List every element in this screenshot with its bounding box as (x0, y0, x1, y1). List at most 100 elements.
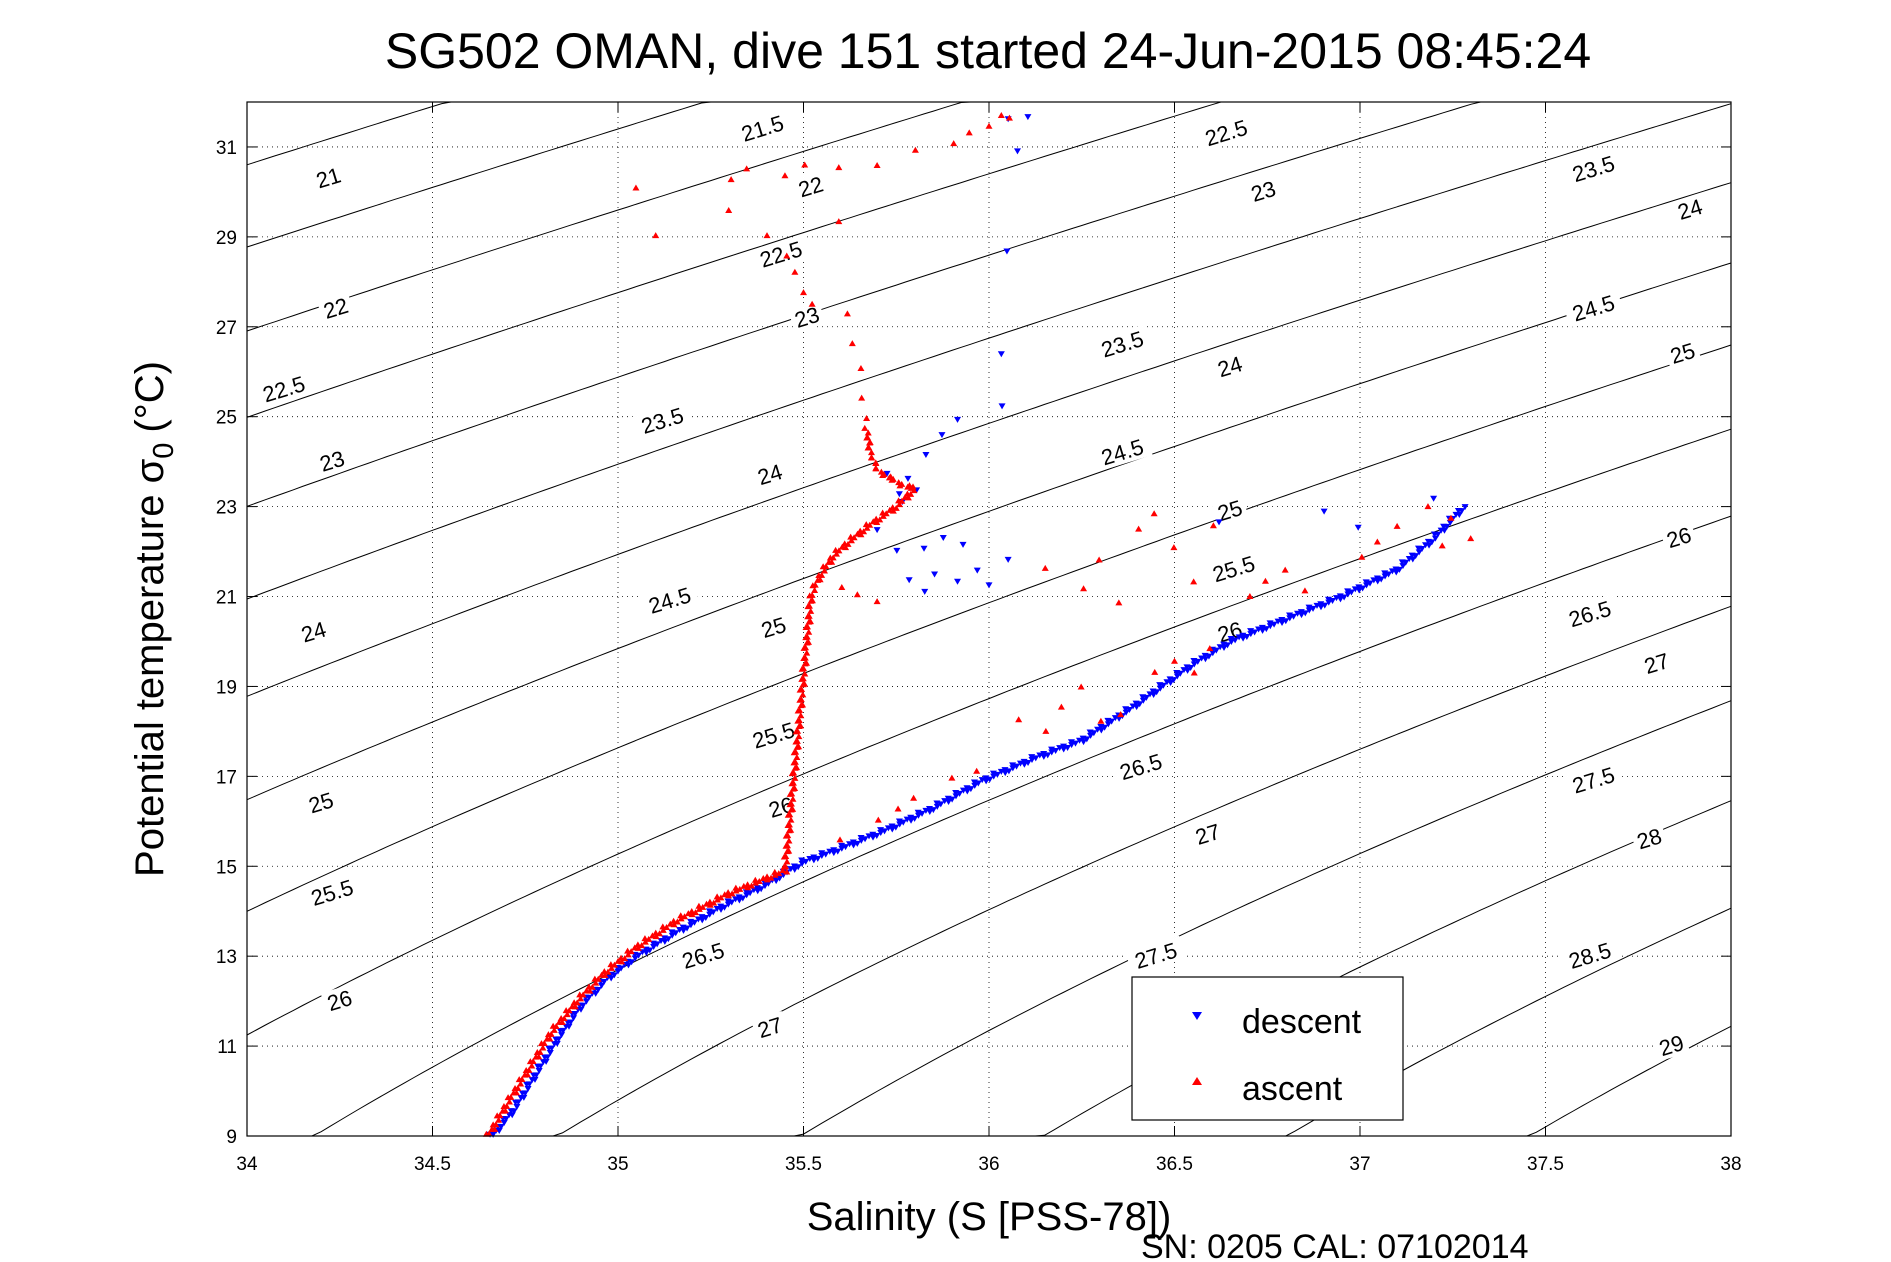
ascent-point (1095, 556, 1103, 563)
descent-point (1431, 535, 1439, 542)
ascent-point (848, 340, 856, 347)
ascent-point (1190, 669, 1198, 676)
descent-point (959, 541, 967, 548)
ascent-point (835, 547, 843, 554)
ascent-point (573, 999, 581, 1006)
ascent-point (805, 612, 813, 619)
descent-point (690, 919, 698, 926)
ascent-point (793, 764, 801, 771)
ascent-point (1209, 522, 1217, 529)
ascent-point (558, 1019, 566, 1026)
descent-point (1215, 519, 1223, 526)
descent-point (1434, 531, 1442, 538)
legend-descent-marker (1192, 1012, 1202, 1020)
ascent-point (816, 576, 824, 583)
ascent-series (482, 111, 1475, 1137)
ascent-point (795, 733, 803, 740)
ascent-point (850, 534, 858, 541)
descent-point (1359, 585, 1367, 592)
contour-label: 22.5 (253, 369, 315, 409)
descent-point (610, 972, 618, 979)
descent-point (1005, 768, 1013, 775)
descent-point (1354, 524, 1362, 531)
ascent-point (771, 868, 779, 875)
ascent-point (579, 991, 587, 998)
ascent-point (692, 909, 700, 916)
descent-point (869, 834, 877, 841)
descent-point (1298, 612, 1306, 619)
ascent-point (632, 184, 640, 191)
contour-label-bg (1652, 1028, 1691, 1062)
contour-label-bg (1244, 174, 1283, 208)
contour-label-bg (301, 872, 363, 912)
y-tick-label: 31 (216, 138, 237, 159)
ascent-point (822, 563, 830, 570)
descent-point (1139, 697, 1147, 704)
contour-label-bg (1659, 520, 1698, 554)
ascent-point (786, 811, 794, 818)
descent-point (857, 837, 865, 844)
descent-point (1355, 587, 1363, 594)
descent-point (1080, 739, 1088, 746)
descent-point (1205, 653, 1213, 660)
contour-29 (1499, 1025, 1732, 1137)
ascent-point (1151, 668, 1159, 675)
ascent-point (783, 252, 791, 259)
ascent-point (806, 618, 814, 625)
descent-point (1173, 673, 1181, 680)
ascent-point (695, 905, 703, 912)
descent-point (904, 475, 912, 482)
descent-point (948, 796, 956, 803)
ascent-point (560, 1015, 568, 1022)
descent-point (956, 790, 964, 797)
contour-label: 25.5 (743, 715, 804, 755)
ascent-point (528, 1062, 536, 1069)
ascent-point (863, 414, 871, 421)
descent-point (1064, 744, 1072, 751)
ascent-point (565, 1007, 573, 1014)
ascent-point (794, 727, 802, 734)
descent-point (791, 866, 799, 873)
descent-point (1243, 634, 1251, 641)
ascent-point (1281, 566, 1289, 573)
ascent-point (656, 930, 664, 937)
contour-label-text: 25.5 (750, 717, 798, 753)
contour-label: 25 (1663, 336, 1702, 369)
contour-label: 27 (1188, 817, 1227, 850)
contour-22 (246, 101, 776, 248)
contour-27-5 (766, 700, 1732, 1137)
ascent-point (785, 821, 793, 828)
descent-point (1440, 527, 1448, 534)
contour-label: 27 (1637, 646, 1676, 680)
descent-point (1418, 546, 1426, 553)
descent-point (1458, 508, 1466, 515)
contour-label: 28 (1630, 822, 1668, 855)
ascent-point (791, 774, 799, 781)
descent-point (594, 986, 602, 993)
descent-point (1344, 591, 1352, 598)
descent-point (883, 470, 891, 477)
ascent-point (1135, 525, 1143, 532)
descent-point (650, 944, 658, 951)
contour-label: 21 (309, 161, 348, 194)
ascent-point (783, 842, 791, 849)
descent-point (1187, 664, 1195, 671)
descent-point (993, 771, 1001, 778)
ascent-point (784, 832, 792, 839)
descent-point (834, 848, 842, 855)
descent-point (1104, 721, 1112, 728)
ascent-point (798, 686, 806, 693)
descent-point (502, 1116, 510, 1123)
ascent-point (882, 510, 890, 517)
ascent-point (663, 924, 671, 931)
contour-label: 27.5 (1563, 760, 1624, 800)
descent-point (1374, 578, 1382, 585)
contour-label-bg (1637, 646, 1676, 680)
descent-point (982, 778, 990, 785)
descent-point (724, 901, 732, 908)
contour-label-bg (631, 400, 693, 440)
descent-point (1305, 607, 1313, 614)
descent-point (553, 1040, 561, 1047)
ascent-point (1057, 703, 1065, 710)
ascent-point (740, 882, 748, 889)
